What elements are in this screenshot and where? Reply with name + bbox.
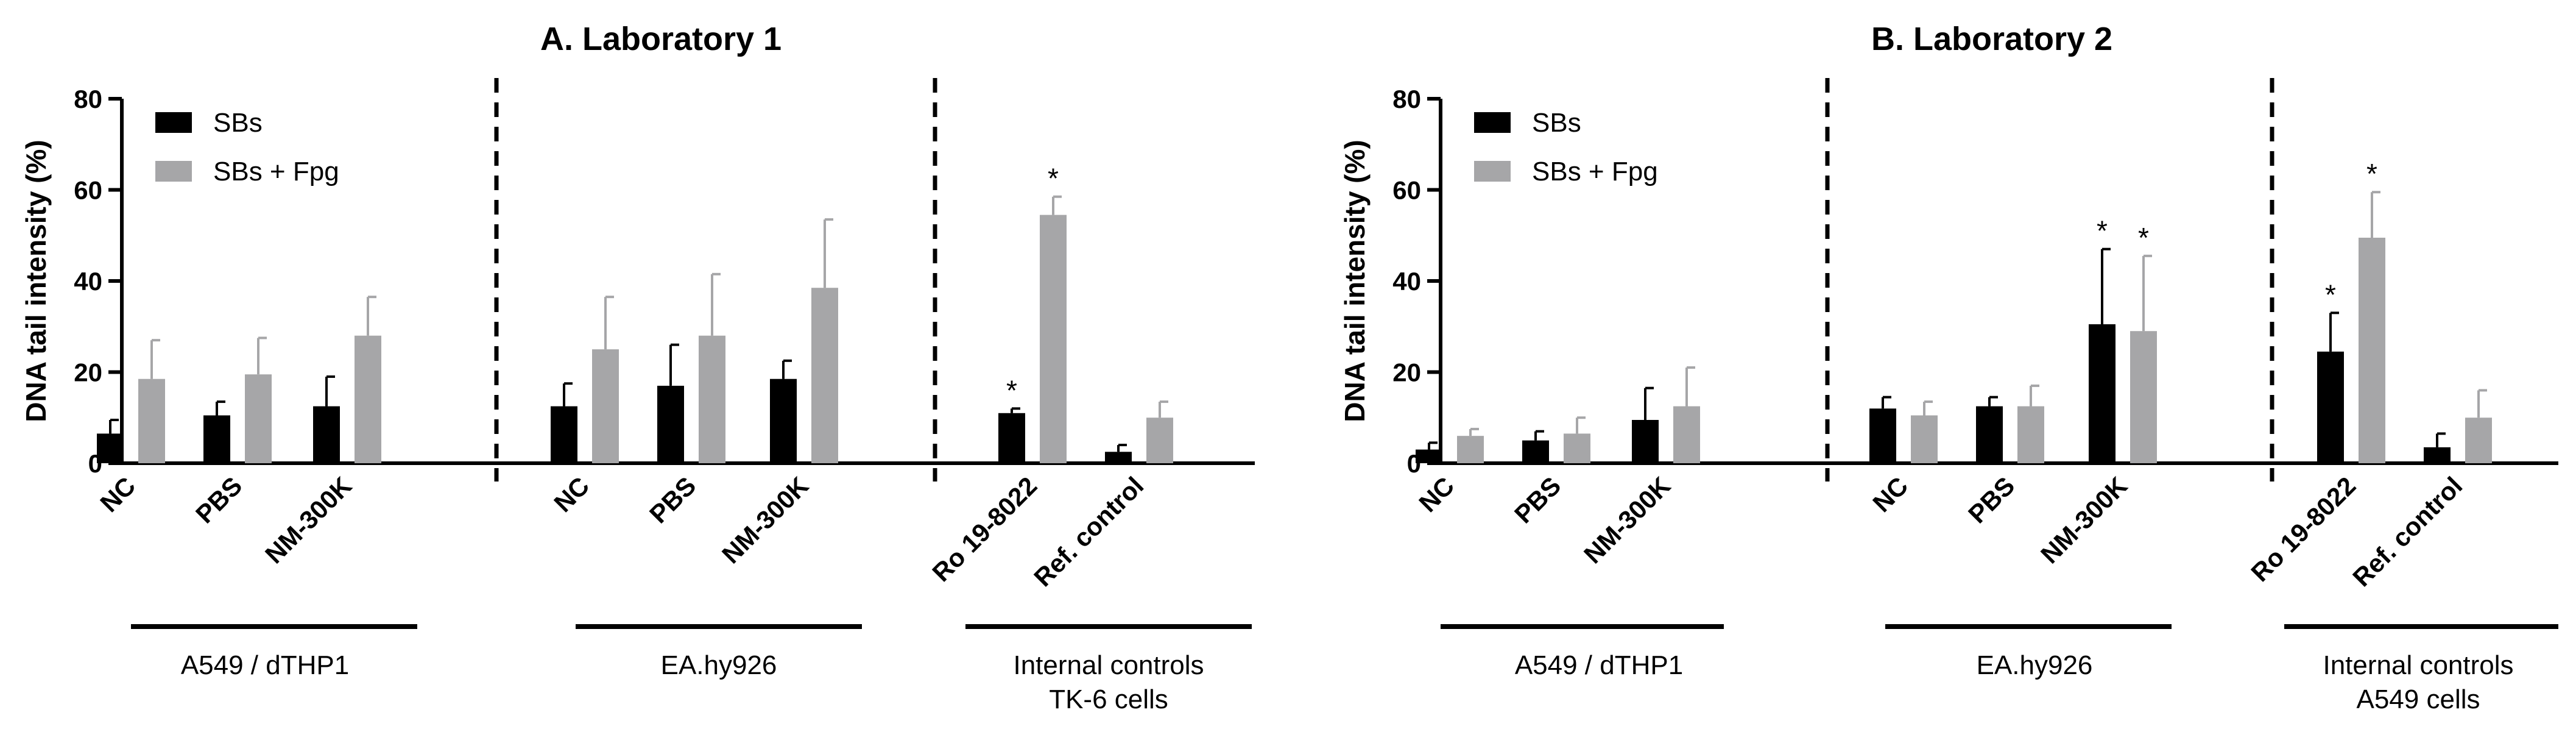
bar-sbs [1869, 408, 1896, 463]
x-tick-label: NC [1867, 471, 1913, 517]
bar-sbs-fpg [1911, 415, 1938, 463]
bar-sbs-fpg [1673, 406, 1700, 463]
y-tick-label: 20 [1392, 358, 1421, 387]
group-label: EA.hy926 [1977, 650, 2093, 680]
bar-sbs-fpg [2359, 237, 2385, 463]
x-tick-label: NM-300K [1578, 471, 1676, 569]
bar-sbs-fpg [811, 288, 838, 463]
bar-sbs [1632, 419, 1659, 463]
bar-sbs [2317, 351, 2344, 463]
legend-label: SBs + Fpg [1532, 157, 1658, 187]
significance-star: * [2325, 279, 2336, 310]
y-tick-label: 60 [1392, 176, 1421, 205]
group-label: Internal controls [2323, 650, 2513, 680]
x-tick-label: Ro 19-8022 [2245, 471, 2361, 587]
bar-sbs-fpg [592, 349, 619, 463]
bar-sbs [1522, 440, 1549, 463]
group-label: Internal controls [1013, 650, 1204, 680]
x-tick-label: PBS [190, 471, 247, 528]
y-axis-label: DNA tail intensity (%) [20, 140, 52, 422]
bar-sbs [1976, 406, 2003, 463]
x-tick-label: PBS [1963, 471, 2020, 528]
x-tick-label: NC [94, 471, 141, 517]
legend-swatch [1474, 112, 1511, 133]
group-label: TK-6 cells [1049, 684, 1168, 714]
bar-sbs-fpg [138, 378, 165, 463]
significance-star: * [2366, 158, 2377, 190]
bar-sbs-fpg [1564, 433, 1590, 463]
y-tick-label: 60 [74, 176, 102, 205]
bar-sbs-fpg [355, 335, 381, 463]
bar-sbs [770, 378, 797, 463]
bar-sbs-fpg [1146, 418, 1173, 463]
bar-sbs-fpg [245, 374, 272, 463]
x-tick-label: Ro 19-8022 [926, 471, 1042, 587]
significance-star: * [2097, 215, 2108, 247]
legend-label: SBs + Fpg [213, 157, 339, 187]
bar-sbs-fpg [2130, 331, 2157, 463]
y-tick-label: 20 [74, 358, 102, 387]
bar-sbs-fpg [699, 335, 725, 463]
bar-sbs [203, 415, 230, 463]
chart-title: A. Laboratory 1 [540, 21, 782, 57]
bar-sbs [97, 433, 124, 463]
bar-sbs [1416, 449, 1442, 463]
bar-sbs-fpg [1457, 436, 1484, 463]
bar-sbs-fpg [1040, 215, 1067, 463]
bar-sbs [2424, 447, 2451, 463]
bar-sbs [657, 385, 684, 463]
x-tick-label: Ref. control [2347, 471, 2468, 592]
x-tick-label: PBS [644, 471, 701, 528]
x-tick-label: NC [1413, 471, 1459, 517]
group-label: EA.hy926 [661, 650, 777, 680]
bar-sbs [551, 406, 577, 463]
bar-sbs [313, 406, 340, 463]
bar-sbs [1105, 452, 1132, 463]
x-tick-label: Ref. control [1028, 471, 1149, 592]
y-tick-label: 80 [74, 85, 102, 113]
significance-star: * [1006, 374, 1017, 406]
x-tick-label: NM-300K [716, 471, 814, 569]
group-label: A549 cells [2356, 684, 2480, 714]
y-tick-label: 40 [1392, 267, 1421, 296]
x-tick-label: NM-300K [259, 471, 357, 569]
x-tick-label: PBS [1509, 471, 1566, 528]
bar-sbs [2089, 324, 2115, 463]
group-label: A549 / dTHP1 [181, 650, 349, 680]
legend-swatch [155, 112, 192, 133]
bar-sbs [998, 413, 1025, 463]
bar-sbs-fpg [2465, 418, 2492, 463]
y-axis-label: DNA tail intensity (%) [1339, 140, 1371, 422]
x-tick-label: NC [548, 471, 595, 517]
bar-sbs-fpg [2017, 406, 2044, 463]
legend-swatch [1474, 161, 1511, 182]
significance-star: * [2138, 222, 2149, 254]
legend-label: SBs [213, 108, 263, 138]
y-tick-label: 80 [1392, 85, 1421, 113]
legend-swatch [155, 161, 192, 182]
chart-title: B. Laboratory 2 [1871, 21, 2112, 57]
group-label: A549 / dTHP1 [1515, 650, 1683, 680]
x-tick-label: NM-300K [2035, 471, 2133, 569]
y-tick-label: 40 [74, 267, 102, 296]
legend-label: SBs [1532, 108, 1581, 138]
significance-star: * [1048, 163, 1059, 194]
